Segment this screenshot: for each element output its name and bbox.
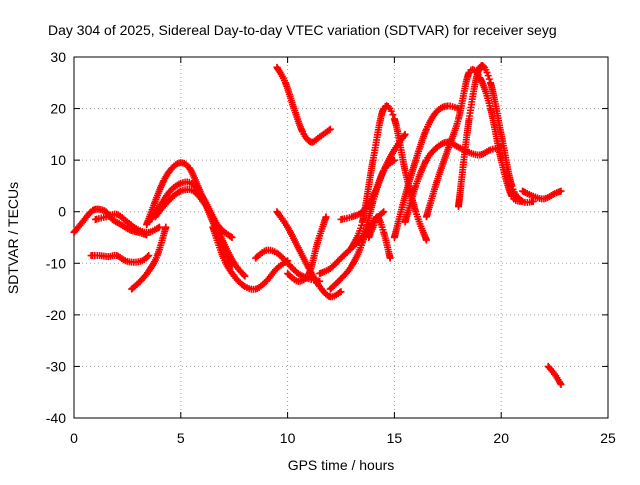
data-point bbox=[483, 68, 491, 76]
y-axis-label: SDTVAR / TECUs bbox=[5, 182, 21, 294]
data-point bbox=[557, 380, 565, 388]
data-point bbox=[239, 281, 247, 289]
y-tick-label: 20 bbox=[50, 101, 66, 117]
series-arc7 bbox=[151, 185, 236, 241]
y-tick-label: 10 bbox=[50, 152, 66, 168]
series-arc12 bbox=[284, 213, 330, 285]
data-point bbox=[240, 271, 248, 279]
data-point bbox=[228, 234, 236, 241]
data-point bbox=[485, 75, 493, 83]
x-tick-label: 25 bbox=[600, 430, 616, 446]
y-tick-label: -20 bbox=[46, 307, 66, 323]
data-point bbox=[386, 254, 394, 262]
data-point bbox=[479, 62, 487, 70]
x-tick-label: 10 bbox=[280, 430, 296, 446]
data-point bbox=[155, 223, 163, 231]
plot-frame bbox=[73, 56, 609, 419]
series-arc15 bbox=[326, 156, 398, 293]
data-point bbox=[325, 126, 333, 134]
data-point bbox=[322, 213, 330, 221]
data-point bbox=[401, 130, 409, 138]
series-arc3 bbox=[91, 210, 163, 236]
data-point bbox=[557, 187, 565, 195]
data-point bbox=[422, 236, 430, 244]
series-arc18 bbox=[390, 102, 462, 241]
data-series bbox=[70, 62, 565, 388]
y-tick-label: 30 bbox=[50, 49, 66, 65]
series-arc11 bbox=[273, 63, 334, 146]
data-point bbox=[484, 72, 492, 80]
data-point bbox=[144, 253, 152, 261]
series-arc22 bbox=[519, 187, 565, 203]
axis-ticks: 0 5 10 15 20 25 -40 -30 -20 -10 0 10 20 30 bbox=[46, 49, 616, 446]
x-axis-label: GPS time / hours bbox=[288, 457, 395, 473]
series-arc16 bbox=[348, 102, 430, 252]
series-arc2 bbox=[87, 251, 153, 266]
x-tick-label: 5 bbox=[177, 430, 185, 446]
data-point bbox=[380, 208, 388, 216]
series-arc23 bbox=[544, 362, 565, 388]
series-arc6 bbox=[145, 178, 249, 280]
data-point bbox=[358, 221, 366, 229]
chart-title: Day 304 of 2025, Sidereal Day-to-day VTE… bbox=[48, 22, 557, 38]
data-point bbox=[387, 107, 395, 115]
x-tick-label: 15 bbox=[387, 430, 403, 446]
data-point bbox=[162, 223, 170, 231]
data-point bbox=[241, 272, 249, 280]
series-arc1 bbox=[70, 205, 151, 239]
grid-lines bbox=[74, 57, 608, 418]
series-arc17 bbox=[365, 213, 394, 262]
series-arc21 bbox=[454, 62, 537, 211]
series-arc4 bbox=[128, 223, 170, 293]
data-point bbox=[389, 111, 397, 119]
y-tick-label: -10 bbox=[46, 255, 66, 271]
data-point bbox=[145, 252, 153, 260]
data-point bbox=[337, 288, 345, 296]
x-tick-label: 20 bbox=[493, 430, 509, 446]
data-point bbox=[390, 156, 398, 164]
data-point bbox=[326, 125, 334, 133]
y-tick-label: -40 bbox=[46, 410, 66, 426]
data-point bbox=[379, 209, 387, 217]
x-tick-label: 0 bbox=[70, 430, 78, 446]
y-tick-label: 0 bbox=[58, 204, 66, 220]
y-tick-label: -30 bbox=[46, 358, 66, 374]
data-point bbox=[422, 158, 430, 166]
data-point bbox=[508, 182, 516, 190]
data-point bbox=[285, 271, 293, 279]
